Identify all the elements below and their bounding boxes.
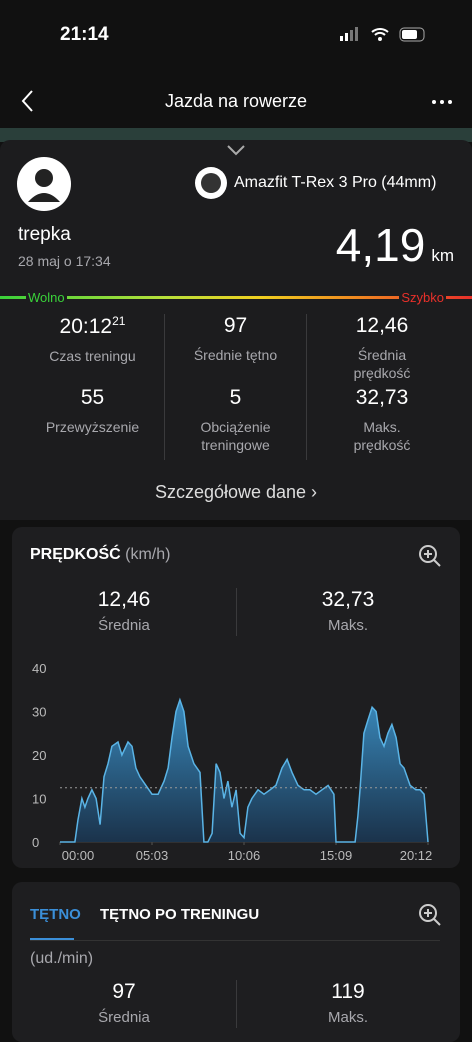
distance-value: 4,19 bbox=[335, 219, 426, 271]
summary-label: Średnia bbox=[98, 617, 150, 634]
x-tick-label: 00:00 bbox=[62, 848, 95, 863]
stat-value-text: 97 bbox=[223, 314, 248, 337]
divider bbox=[306, 314, 307, 460]
speed-area bbox=[60, 699, 428, 842]
status-time: 21:14 bbox=[60, 24, 109, 45]
x-tick-label: 15:09 bbox=[320, 848, 353, 863]
speed-title: PRĘDKOŚĆ (km/h) bbox=[30, 546, 170, 564]
device-name: Amazfit T-Rex 3 Pro (44mm) bbox=[234, 174, 437, 191]
details-text: Szczegółowe dane bbox=[154, 482, 307, 502]
stat-value-text: 20:12 bbox=[59, 315, 113, 338]
tab-active[interactable]: TĘTNO bbox=[30, 906, 81, 923]
watch-icon bbox=[195, 167, 227, 199]
stat-label: Średnia prędkość bbox=[353, 347, 411, 381]
stat: 97 Średnie tętno bbox=[165, 314, 306, 364]
speed-unit: (km/h) bbox=[125, 546, 171, 563]
stat-value: 32,73 bbox=[307, 386, 457, 410]
stat-label: Przewyższenie bbox=[45, 419, 140, 435]
y-tick-label: 20 bbox=[32, 748, 46, 763]
summary-label: Maks. bbox=[327, 617, 368, 634]
details-link[interactable]: Szczegółowe dane › bbox=[154, 482, 318, 502]
stat: 12,46 Średnia prędkość bbox=[307, 314, 457, 382]
summary-label: Maks. bbox=[327, 1009, 368, 1026]
stat-value-text: 12,46 bbox=[355, 314, 409, 337]
speed-line bbox=[60, 697, 429, 843]
stat-label: Maks. prędkość bbox=[353, 419, 411, 453]
stat: 32,73 Maks. prędkość bbox=[307, 386, 457, 454]
x-tick-label: 20:12 bbox=[400, 848, 433, 863]
summary-value: 119 bbox=[331, 980, 365, 1003]
speed-chart: 0 10 20 30 40 00:00 05:03 10:06 15:09 20:12 bbox=[32, 661, 433, 863]
distance-unit: km bbox=[431, 246, 454, 265]
stat-value: 12,46 bbox=[307, 314, 457, 338]
summary: 97 Średnia bbox=[12, 980, 236, 1026]
stat: 5 Obciążenie treningowe bbox=[165, 386, 306, 454]
tab[interactable]: TĘTNO PO TRENINGU bbox=[100, 906, 260, 923]
stat-value: 97 bbox=[165, 314, 306, 338]
nav-title: Jazda na rowerze bbox=[164, 91, 308, 111]
user-name: trepka bbox=[18, 224, 71, 245]
y-tick-label: 40 bbox=[32, 661, 46, 676]
divider bbox=[164, 314, 165, 460]
status-icons bbox=[340, 27, 425, 42]
divider bbox=[236, 980, 237, 1028]
stat-sup: 21 bbox=[112, 314, 126, 328]
avatar bbox=[17, 157, 71, 211]
y-tick-label: 30 bbox=[32, 705, 46, 720]
collapse-icon[interactable] bbox=[224, 142, 248, 158]
more-button[interactable] bbox=[428, 92, 458, 112]
fast-label: Szybko bbox=[399, 290, 446, 305]
heart-unit: (ud./min) bbox=[30, 950, 94, 967]
tab-indicator bbox=[30, 938, 74, 941]
zoom-icon[interactable] bbox=[418, 544, 442, 568]
summary-label: Średnia bbox=[98, 1009, 150, 1026]
y-tick-label: 10 bbox=[32, 792, 46, 807]
summary-value: 12,46 bbox=[97, 588, 151, 611]
stat-value-text: 5 bbox=[229, 386, 242, 409]
stat: 20:1221 Czas treningu bbox=[20, 314, 165, 365]
divider bbox=[236, 588, 237, 636]
x-tick-label: 05:03 bbox=[136, 848, 169, 863]
distance: 4,19 km bbox=[336, 218, 454, 272]
pace-gradient bbox=[0, 296, 472, 299]
x-tick-label: 10:06 bbox=[228, 848, 261, 863]
tab-divider bbox=[30, 940, 440, 941]
stat-label: Czas treningu bbox=[49, 348, 136, 364]
stat-value: 20:1221 bbox=[20, 314, 165, 339]
summary-value: 97 bbox=[112, 980, 136, 1003]
back-button[interactable] bbox=[14, 88, 44, 114]
stat-label: Średnie tętno bbox=[193, 347, 278, 363]
stat-value: 55 bbox=[20, 386, 165, 410]
stat-value-text: 32,73 bbox=[355, 386, 409, 409]
summary: 12,46 Średnia bbox=[12, 588, 236, 634]
speed-title-text: PRĘDKOŚĆ bbox=[30, 546, 121, 563]
zoom-icon[interactable] bbox=[418, 903, 442, 927]
stat-value-text: 55 bbox=[80, 386, 105, 409]
map-strip bbox=[0, 128, 472, 142]
summary: 119 Maks. bbox=[236, 980, 460, 1026]
summary: 32,73 Maks. bbox=[236, 588, 460, 634]
stat: 55 Przewyższenie bbox=[20, 386, 165, 436]
y-tick-label: 0 bbox=[32, 835, 39, 850]
stat-label: Obciążenie treningowe bbox=[200, 419, 271, 453]
stat-value: 5 bbox=[165, 386, 306, 410]
slow-label: Wolno bbox=[26, 290, 67, 305]
summary-value: 32,73 bbox=[321, 588, 375, 611]
summary-card bbox=[0, 140, 472, 520]
workout-date: 28 maj o 17:34 bbox=[18, 253, 111, 269]
